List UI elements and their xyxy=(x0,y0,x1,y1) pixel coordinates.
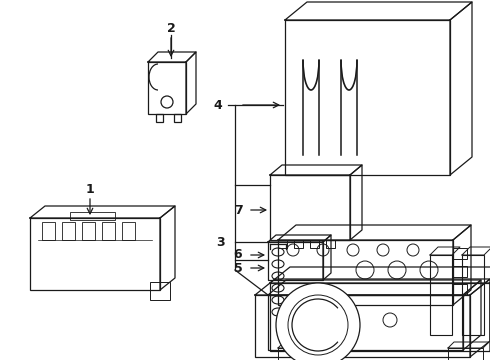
Bar xyxy=(462,255,484,335)
Text: 7: 7 xyxy=(234,203,243,216)
Text: 5: 5 xyxy=(234,261,243,274)
Text: 4: 4 xyxy=(214,99,222,112)
Bar xyxy=(294,240,303,248)
Bar xyxy=(453,284,467,295)
Bar xyxy=(255,295,470,357)
Bar xyxy=(70,212,115,220)
Bar xyxy=(270,283,490,351)
Bar xyxy=(430,255,452,335)
Bar xyxy=(453,266,467,277)
Text: 2: 2 xyxy=(167,22,175,35)
Bar xyxy=(285,20,450,175)
Bar xyxy=(122,222,135,240)
Bar xyxy=(278,240,453,305)
Bar xyxy=(156,114,163,122)
Text: 6: 6 xyxy=(234,248,243,261)
Bar xyxy=(453,248,467,259)
Text: 3: 3 xyxy=(216,235,224,248)
Bar xyxy=(102,222,115,240)
Bar xyxy=(174,114,181,122)
Bar xyxy=(82,222,95,240)
Bar xyxy=(270,175,350,240)
Circle shape xyxy=(276,283,360,360)
Bar xyxy=(150,282,170,300)
Bar xyxy=(148,62,186,114)
Bar xyxy=(278,348,313,360)
Bar xyxy=(326,240,335,248)
Bar xyxy=(268,242,323,280)
Bar xyxy=(268,295,463,350)
Bar xyxy=(310,240,319,248)
Bar xyxy=(278,240,287,248)
Bar xyxy=(30,218,160,290)
Bar xyxy=(448,348,483,360)
Bar xyxy=(62,222,75,240)
Bar xyxy=(42,222,55,240)
Text: 1: 1 xyxy=(86,183,95,195)
